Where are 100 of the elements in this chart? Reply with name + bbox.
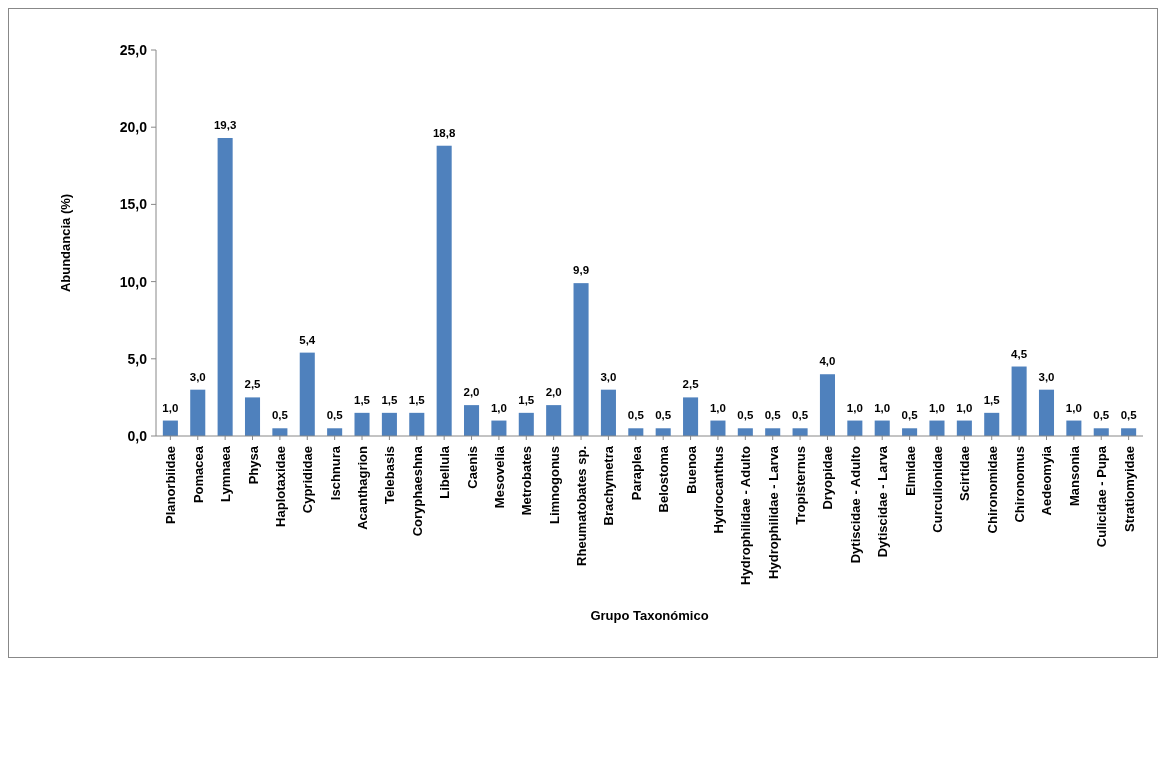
data-label: 19,3 xyxy=(213,119,237,132)
data-label: 1,0 xyxy=(846,401,863,414)
y-tick-label: 10,0 xyxy=(119,273,148,290)
y-tick-label: 0,0 xyxy=(127,427,148,444)
bar xyxy=(1093,428,1109,436)
x-tick-label: Metrobates xyxy=(519,446,535,516)
data-label: 1,5 xyxy=(381,393,398,406)
bar xyxy=(162,420,178,436)
bar xyxy=(683,397,699,436)
bar xyxy=(573,283,589,436)
bar xyxy=(956,420,972,436)
bar xyxy=(984,412,1000,436)
bar xyxy=(902,428,918,436)
x-tick-label: Curculionidae xyxy=(929,446,945,533)
data-label: 3,0 xyxy=(600,370,617,383)
x-tick-label: Limnogonus xyxy=(546,446,562,524)
x-tick-label: Paraplea xyxy=(628,445,644,501)
bar xyxy=(819,374,835,436)
data-label: 0,5 xyxy=(1120,409,1138,422)
y-axis-title: Abundancia (%) xyxy=(58,193,73,293)
x-tick-label: Pomacea xyxy=(190,445,206,504)
data-label: 4,5 xyxy=(1011,347,1028,360)
x-tick-label: Cyprididae xyxy=(300,446,316,514)
bar xyxy=(546,405,562,436)
data-label: 1,5 xyxy=(983,393,1001,406)
x-tick-label: Hydrophilidae - Adulto xyxy=(738,445,754,585)
bar xyxy=(600,389,616,436)
bar xyxy=(1038,389,1055,436)
data-label: 4,0 xyxy=(819,355,836,368)
data-label: 0,5 xyxy=(737,409,754,422)
x-tick-label: Coryphaeshna xyxy=(409,445,425,537)
bar xyxy=(244,397,261,436)
x-tick-label: Buenoa xyxy=(683,445,699,494)
data-label: 0,5 xyxy=(792,409,809,422)
data-label: 2,5 xyxy=(244,378,262,391)
y-tick-label: 25,0 xyxy=(119,41,148,58)
bar xyxy=(765,428,781,436)
bar xyxy=(436,145,452,436)
bar xyxy=(272,428,288,436)
x-tick-label: Acanthagrion xyxy=(355,445,371,530)
x-tick-label: Chironomus xyxy=(1012,446,1028,523)
x-tick-label: Lymnaea xyxy=(218,445,234,502)
data-label: 3,0 xyxy=(1038,370,1055,383)
x-tick-label: Aedeomyia xyxy=(1039,445,1055,516)
x-tick-label: Caenis xyxy=(464,446,480,489)
data-label: 1,5 xyxy=(518,393,535,406)
x-tick-label: Telebasis xyxy=(382,446,398,505)
bar xyxy=(354,412,370,436)
x-tick-label: Libellula xyxy=(437,445,453,499)
x-tick-label: Dytiscidae - Larva xyxy=(875,445,891,558)
x-tick-label: Hydrophilidae - Larva xyxy=(765,445,781,579)
x-tick-label: Stratiomyidae xyxy=(1121,446,1137,532)
bar xyxy=(299,352,315,436)
data-label: 0,5 xyxy=(901,409,919,422)
x-tick-label: Scirtidae xyxy=(957,446,973,501)
data-label: 3,0 xyxy=(189,370,206,383)
x-tick-label: Haplotaxidae xyxy=(272,446,288,527)
x-tick-label: Culicidae - Pupa xyxy=(1094,445,1110,548)
data-label: 0,5 xyxy=(271,409,289,422)
x-tick-label: Ischnura xyxy=(327,445,343,501)
bar xyxy=(792,428,808,436)
data-label: 1,5 xyxy=(354,393,371,406)
x-tick-label: Elmidae xyxy=(902,446,918,496)
bar xyxy=(518,412,534,436)
y-tick-label: 20,0 xyxy=(119,119,148,136)
data-label: 0,5 xyxy=(655,409,672,422)
bar xyxy=(491,420,507,436)
data-label: 1,5 xyxy=(408,393,426,406)
data-label: 5,4 xyxy=(299,333,316,346)
data-label: 18,8 xyxy=(432,126,456,139)
x-tick-label: Hydrocanthus xyxy=(710,446,726,534)
x-tick-label: Belostoma xyxy=(656,445,672,513)
bar xyxy=(190,389,206,436)
data-label: 2,5 xyxy=(682,378,700,391)
bar xyxy=(874,420,890,436)
y-tick-label: 5,0 xyxy=(127,350,148,367)
x-tick-label: Chironomidae xyxy=(984,446,1000,534)
data-label: 1,0 xyxy=(956,401,973,414)
bar xyxy=(217,138,233,436)
bar xyxy=(929,420,945,436)
data-label: 9,9 xyxy=(573,264,590,277)
bar xyxy=(1011,366,1027,436)
data-label: 0,5 xyxy=(627,409,645,422)
data-label: 1,0 xyxy=(928,401,945,414)
y-tick-label: 15,0 xyxy=(119,196,148,213)
x-tick-label: Dryopidae xyxy=(820,446,836,510)
x-tick-label: Tropisternus xyxy=(793,446,809,525)
data-label: 2,0 xyxy=(545,386,562,399)
data-label: 2,0 xyxy=(463,386,480,399)
x-tick-label: Planorbiidae xyxy=(163,446,179,525)
data-label: 0,5 xyxy=(326,409,344,422)
x-tick-label: Dytiscidae - Adulto xyxy=(847,445,863,564)
x-tick-label: Mesovelia xyxy=(491,445,507,509)
x-axis-title: Grupo Taxonómico xyxy=(590,608,709,623)
bar xyxy=(655,428,671,436)
data-label: 1,0 xyxy=(874,401,891,414)
bar xyxy=(710,420,726,436)
x-tick-label: Rheumatobates sp. xyxy=(574,446,590,566)
bar xyxy=(1121,428,1137,436)
bar xyxy=(737,428,753,436)
